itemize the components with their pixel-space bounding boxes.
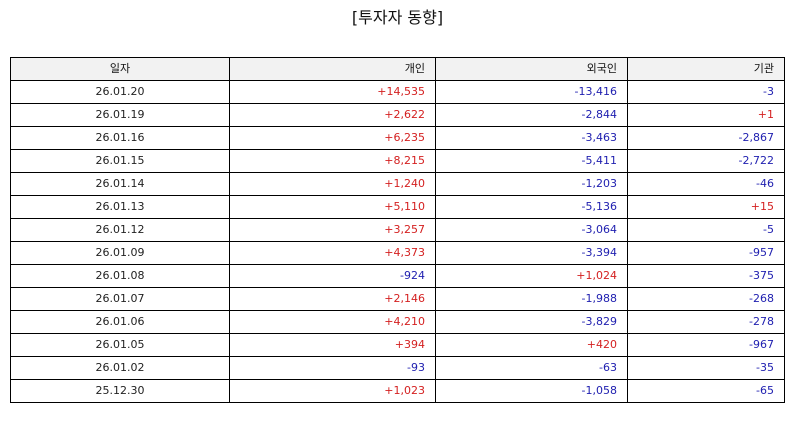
cell-individual: +6,235	[229, 126, 436, 150]
header-individual: 개인	[229, 57, 436, 81]
cell-institution: +15	[627, 195, 785, 219]
cell-individual: +1,023	[229, 379, 436, 403]
cell-institution: -268	[627, 287, 785, 311]
table-row: 26.01.06 +4,210 -3,829 -278	[10, 310, 785, 334]
cell-individual: -924	[229, 264, 436, 288]
header-foreign: 외국인	[435, 57, 628, 81]
cell-date: 26.01.19	[10, 103, 230, 127]
cell-date: 26.01.15	[10, 149, 230, 173]
table-row: 26.01.07 +2,146 -1,988 -268	[10, 287, 785, 311]
cell-institution: -5	[627, 218, 785, 242]
table-row: 26.01.16 +6,235 -3,463 -2,867	[10, 126, 785, 150]
cell-individual: +14,535	[229, 80, 436, 104]
table-header-row: 일자 개인 외국인 기관	[10, 57, 785, 81]
cell-individual: +2,622	[229, 103, 436, 127]
table-row: 26.01.12 +3,257 -3,064 -5	[10, 218, 785, 242]
cell-foreign: -3,463	[435, 126, 628, 150]
cell-institution: -46	[627, 172, 785, 196]
cell-institution: -2,867	[627, 126, 785, 150]
cell-date: 26.01.05	[10, 333, 230, 357]
cell-individual: +3,257	[229, 218, 436, 242]
table-row: 26.01.05 +394 +420 -967	[10, 333, 785, 357]
cell-foreign: -1,203	[435, 172, 628, 196]
cell-institution: -957	[627, 241, 785, 265]
cell-institution: -3	[627, 80, 785, 104]
cell-foreign: -1,988	[435, 287, 628, 311]
table-row: 26.01.02 -93 -63 -35	[10, 356, 785, 380]
table-row: 26.01.09 +4,373 -3,394 -957	[10, 241, 785, 265]
cell-foreign: +420	[435, 333, 628, 357]
cell-institution: +1	[627, 103, 785, 127]
table-row: 26.01.08 -924 +1,024 -375	[10, 264, 785, 288]
cell-foreign: -3,829	[435, 310, 628, 334]
cell-individual: +2,146	[229, 287, 436, 311]
cell-foreign: +1,024	[435, 264, 628, 288]
cell-foreign: -3,064	[435, 218, 628, 242]
cell-foreign: -13,416	[435, 80, 628, 104]
table-row: 26.01.19 +2,622 -2,844 +1	[10, 103, 785, 127]
cell-date: 26.01.13	[10, 195, 230, 219]
cell-individual: +4,373	[229, 241, 436, 265]
cell-institution: -967	[627, 333, 785, 357]
cell-individual: +4,210	[229, 310, 436, 334]
table-row: 26.01.15 +8,215 -5,411 -2,722	[10, 149, 785, 173]
cell-date: 26.01.14	[10, 172, 230, 196]
cell-institution: -278	[627, 310, 785, 334]
table-row: 25.12.30 +1,023 -1,058 -65	[10, 379, 785, 403]
cell-individual: +394	[229, 333, 436, 357]
table-body: 26.01.20 +14,535 -13,416 -3 26.01.19 +2,622 -2…	[10, 80, 785, 403]
cell-date: 26.01.06	[10, 310, 230, 334]
cell-institution: -375	[627, 264, 785, 288]
cell-institution: -2,722	[627, 149, 785, 173]
table-row: 26.01.14 +1,240 -1,203 -46	[10, 172, 785, 196]
cell-foreign: -1,058	[435, 379, 628, 403]
cell-date: 26.01.16	[10, 126, 230, 150]
cell-individual: +1,240	[229, 172, 436, 196]
table-row: 26.01.13 +5,110 -5,136 +15	[10, 195, 785, 219]
cell-foreign: -5,136	[435, 195, 628, 219]
cell-date: 26.01.08	[10, 264, 230, 288]
table-row: 26.01.20 +14,535 -13,416 -3	[10, 80, 785, 104]
header-institution: 기관	[627, 57, 785, 81]
cell-foreign: -2,844	[435, 103, 628, 127]
cell-date: 26.01.02	[10, 356, 230, 380]
cell-individual: +5,110	[229, 195, 436, 219]
cell-foreign: -5,411	[435, 149, 628, 173]
cell-date: 26.01.07	[10, 287, 230, 311]
cell-institution: -35	[627, 356, 785, 380]
header-date: 일자	[10, 57, 230, 81]
page-title: [투자자 동향]	[351, 8, 444, 27]
cell-foreign: -3,394	[435, 241, 628, 265]
cell-foreign: -63	[435, 356, 628, 380]
investor-flow-table: 일자 개인 외국인 기관 26.01.20 +14,535 -13,416 -3 26.…	[10, 57, 785, 403]
cell-date: 25.12.30	[10, 379, 230, 403]
cell-individual: +8,215	[229, 149, 436, 173]
cell-date: 26.01.20	[10, 80, 230, 104]
cell-date: 26.01.12	[10, 218, 230, 242]
cell-institution: -65	[627, 379, 785, 403]
cell-date: 26.01.09	[10, 241, 230, 265]
cell-individual: -93	[229, 356, 436, 380]
